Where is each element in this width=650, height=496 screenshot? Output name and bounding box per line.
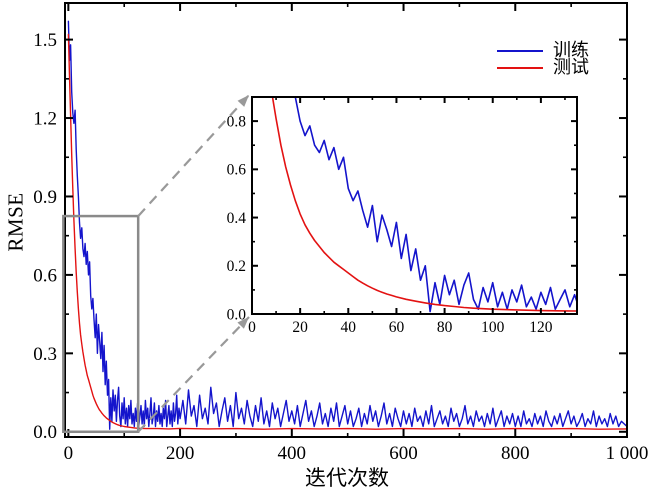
x-tick-label: 800 [501,443,530,464]
series-line-测试 [67,33,627,430]
legend-label-test: 测试 [553,57,589,77]
x-tick-label: 20 [292,319,308,336]
y-axis-title: RMSE [3,192,28,252]
inset-plot: 0 20 40 60 80 100 120 0.0 0.2 0.4 0.6 0.8 [227,96,578,336]
series-line-测试 [271,97,577,312]
y-tick-label: 0.0 [227,306,247,323]
legend-item-train: 训练 [497,40,589,60]
axes-frame [64,2,628,438]
train-line-swatch [497,49,543,52]
x-tick-label: 100 [481,319,505,336]
x-tick-label: 600 [389,443,418,464]
x-tick-label: 400 [278,443,307,464]
x-tick-label: 40 [341,319,357,336]
x-axis-title: 迭代次数 [305,466,389,490]
x-tick-label: 80 [437,319,453,336]
x-tick-label: 200 [166,443,195,464]
y-tick-label: 0.3 [33,344,57,365]
zoom-region-box [62,214,140,434]
connector-arrowhead-icon [237,95,249,107]
y-tick-label: 0.6 [33,265,57,286]
x-tick-label: 0 [64,443,74,464]
legend: 训练 测试 [497,40,589,77]
legend-label-train: 训练 [553,40,589,60]
y-tick-label: 0.8 [227,113,247,130]
x-tick-label: 1 000 [606,443,649,464]
y-tick-label: 0.4 [227,210,247,227]
inset-background [251,96,578,315]
series-line-训练 [67,20,627,430]
y-tick-label: 0.0 [33,422,57,443]
x-tick-label: 120 [529,319,553,336]
legend-item-test: 测试 [497,57,589,77]
zoom-connectors [137,94,250,433]
y-tick-label: 0.9 [33,187,57,208]
x-tick-label: 60 [389,319,405,336]
y-tick-label: 1.2 [33,108,57,129]
test-line-swatch [497,66,543,69]
x-tick-label: 0 [248,319,256,336]
y-tick-label: 0.6 [227,162,247,179]
y-tick-label: 0.2 [227,258,246,275]
axes-frame [251,96,578,315]
y-tick-label: 1.5 [33,30,57,51]
series-line-训练 [294,97,577,313]
connector-dashed-line [137,316,250,433]
connector-arrowhead-icon [237,317,249,329]
connector-dashed-line [137,94,250,217]
